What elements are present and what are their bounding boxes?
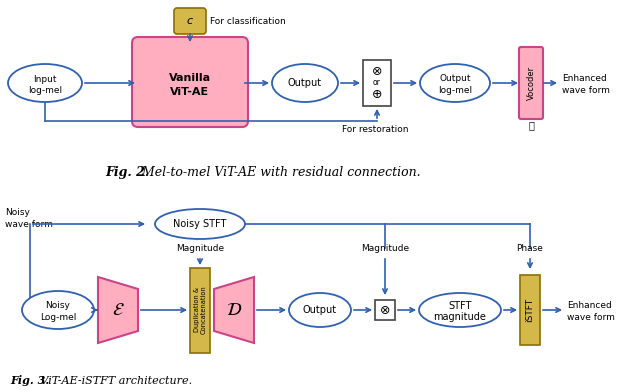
Text: or: or	[373, 78, 381, 87]
Text: ViT-AE: ViT-AE	[170, 87, 209, 97]
Text: ⊗: ⊗	[380, 303, 390, 316]
Text: Enhanced: Enhanced	[567, 301, 612, 310]
Text: Output: Output	[303, 305, 337, 315]
Ellipse shape	[272, 64, 338, 102]
Text: Vocoder: Vocoder	[527, 66, 536, 100]
Text: Magnitude: Magnitude	[361, 243, 409, 252]
Text: ⊕: ⊕	[372, 87, 382, 100]
Text: For restoration: For restoration	[342, 125, 408, 134]
Polygon shape	[98, 277, 138, 343]
Bar	[190, 267, 210, 352]
Bar	[363, 60, 391, 106]
Ellipse shape	[420, 64, 490, 102]
Ellipse shape	[22, 291, 94, 329]
Text: Phase: Phase	[516, 243, 543, 252]
Text: $\mathcal{D}$: $\mathcal{D}$	[226, 301, 242, 319]
Text: ViT-AE-iSTFT architecture.: ViT-AE-iSTFT architecture.	[37, 376, 192, 386]
Text: Input: Input	[33, 74, 57, 83]
Ellipse shape	[155, 209, 245, 239]
Text: 🔒: 🔒	[528, 120, 534, 130]
Bar	[375, 300, 395, 320]
Text: iSTFT: iSTFT	[525, 298, 534, 322]
Text: ⊗: ⊗	[372, 65, 382, 78]
Text: Output: Output	[439, 74, 471, 82]
Text: Fig. 3.: Fig. 3.	[10, 376, 49, 387]
Text: Log-mel: Log-mel	[40, 312, 76, 321]
Text: wave form: wave form	[562, 85, 610, 94]
Text: log-mel: log-mel	[28, 85, 62, 94]
Text: magnitude: magnitude	[433, 312, 486, 322]
Text: Magnitude: Magnitude	[176, 243, 224, 252]
Text: STFT: STFT	[448, 301, 472, 311]
FancyBboxPatch shape	[132, 37, 248, 127]
Text: wave form: wave form	[5, 220, 53, 229]
Polygon shape	[214, 277, 254, 343]
Text: Vanilla: Vanilla	[169, 73, 211, 83]
Text: c: c	[187, 16, 193, 26]
Text: Fig. 2.: Fig. 2.	[105, 165, 149, 178]
FancyBboxPatch shape	[174, 8, 206, 34]
Text: wave form: wave form	[567, 312, 615, 321]
Text: Duplication &
Concatenation: Duplication & Concatenation	[193, 286, 207, 334]
Text: Mel-to-mel ViT-AE with residual connection.: Mel-to-mel ViT-AE with residual connecti…	[138, 165, 420, 178]
Text: Output: Output	[288, 78, 322, 88]
Ellipse shape	[8, 64, 82, 102]
Text: Noisy: Noisy	[5, 207, 30, 216]
Text: Noisy: Noisy	[45, 301, 70, 310]
Ellipse shape	[419, 293, 501, 327]
FancyBboxPatch shape	[519, 47, 543, 119]
Text: $\mathcal{E}$: $\mathcal{E}$	[111, 301, 124, 319]
Text: log-mel: log-mel	[438, 85, 472, 94]
Text: For classification: For classification	[210, 16, 285, 25]
Text: Enhanced: Enhanced	[562, 74, 607, 82]
Ellipse shape	[289, 293, 351, 327]
Text: Noisy STFT: Noisy STFT	[173, 219, 227, 229]
Bar	[520, 275, 540, 345]
